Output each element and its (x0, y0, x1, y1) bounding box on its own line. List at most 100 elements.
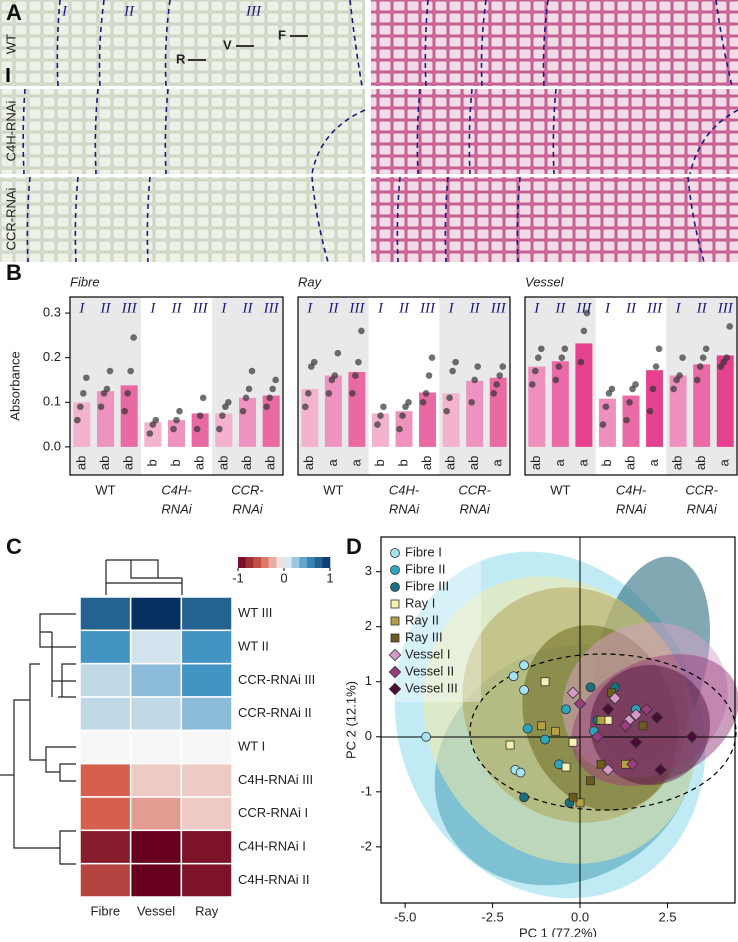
plot-frame (69, 296, 284, 476)
data-point (301, 403, 309, 411)
data-point (176, 407, 183, 415)
heatmap-cell (180, 862, 233, 898)
plot-frame (524, 296, 738, 476)
data-point (580, 327, 588, 335)
marker (640, 703, 653, 716)
data-point (676, 372, 683, 379)
data-point (124, 390, 131, 397)
y-tick-label: -2 (360, 838, 372, 853)
marker (561, 704, 571, 715)
significance-letter: a (552, 459, 567, 467)
data-point (170, 425, 177, 433)
bar (716, 355, 734, 447)
data-point (269, 385, 276, 393)
heatmap-cell (180, 796, 233, 832)
data-point (490, 390, 498, 397)
heatmap-cell (129, 596, 183, 632)
row-label: C4H-RNAi II (238, 872, 310, 887)
bar (262, 395, 280, 447)
marker (596, 715, 606, 725)
data-point (583, 309, 591, 317)
marker (619, 719, 632, 733)
zone-label: II (398, 300, 410, 316)
marker (508, 671, 519, 682)
significance-letter: ab (97, 456, 112, 470)
y-tick-label: 2 (365, 618, 372, 633)
row-label: CCR-RNAi (3, 187, 18, 250)
plot-frame (297, 296, 511, 476)
zone-label: III (717, 300, 734, 316)
zone-label: II (696, 300, 708, 316)
data-point (193, 425, 201, 433)
y-tick-label: 0.2 (43, 349, 61, 364)
data-point (649, 385, 657, 393)
y-tick-label: 1 (365, 673, 372, 688)
zone-label: I (377, 300, 384, 316)
legend-label: Ray I (405, 595, 435, 610)
dendrogram (0, 559, 183, 865)
zone-label: I (604, 300, 611, 316)
row-label: CCR-RNAi I (238, 805, 308, 820)
significance-letter: ab (528, 456, 543, 470)
legend-marker (390, 582, 400, 592)
heatmap-cell (180, 762, 233, 798)
row-label: C4H-RNAi I (238, 838, 306, 853)
significance-letter: ab (670, 456, 685, 470)
panel-title: Fibre (70, 274, 100, 289)
data-point (723, 354, 731, 361)
column-label: Ray (195, 903, 219, 918)
group-label: WT (323, 482, 343, 497)
marker (540, 734, 550, 745)
micrograph-grid: WT C4H-RNAi CCR-RNAi I II III R V F (0, 0, 738, 263)
colorbar-block (291, 557, 300, 568)
heatmap-cell (129, 729, 183, 765)
group-label: WT (550, 482, 570, 497)
legend-label: Fibre II (405, 561, 445, 576)
heatmap-cell (79, 729, 132, 765)
group-label: RNAi (616, 501, 647, 516)
significance-letter: ab (419, 456, 434, 470)
data-point (493, 381, 501, 388)
data-point (325, 390, 333, 397)
significance-letter: ab (73, 456, 88, 470)
marker (519, 792, 529, 803)
legend-marker (388, 648, 402, 662)
data-point (608, 385, 616, 393)
group-label: C4H- (616, 482, 647, 497)
zone-label: III (263, 300, 280, 316)
marker (586, 776, 595, 786)
bar (693, 364, 711, 447)
panel-title: Ray (298, 274, 323, 289)
significance-letter: ab (239, 456, 254, 470)
heatmap-cell (129, 629, 183, 665)
data-point (537, 345, 545, 353)
colorbar-block (276, 557, 285, 568)
data-point (632, 381, 639, 388)
bar (348, 371, 366, 447)
significance-letter: b (168, 459, 183, 466)
significance-letter: a (717, 459, 732, 467)
row-label: C4H-RNAi (3, 101, 18, 162)
row-label: CCR-RNAi III (238, 672, 315, 687)
group-label: RNAi (232, 501, 263, 516)
data-point (239, 407, 247, 415)
zone-label: I (61, 3, 68, 19)
marker (519, 685, 529, 695)
heatmap-cell (129, 662, 183, 698)
data-point (245, 385, 253, 393)
significance-letter: b (599, 459, 614, 466)
y-axis-label: PC 2 (12.1%) (343, 681, 358, 759)
significance-letter: a (646, 459, 661, 467)
heatmap-cell (180, 729, 233, 765)
data-point (396, 425, 403, 433)
data-point (103, 385, 111, 393)
cell-label: V (223, 37, 232, 52)
data-point (121, 407, 128, 415)
x-tick-label: 2.5 (658, 909, 676, 924)
heatmap-cell (129, 796, 183, 832)
bar (528, 366, 546, 447)
row-label: WT III (238, 605, 272, 620)
bar (73, 402, 91, 447)
data-point (355, 358, 362, 366)
data-point (380, 403, 387, 411)
